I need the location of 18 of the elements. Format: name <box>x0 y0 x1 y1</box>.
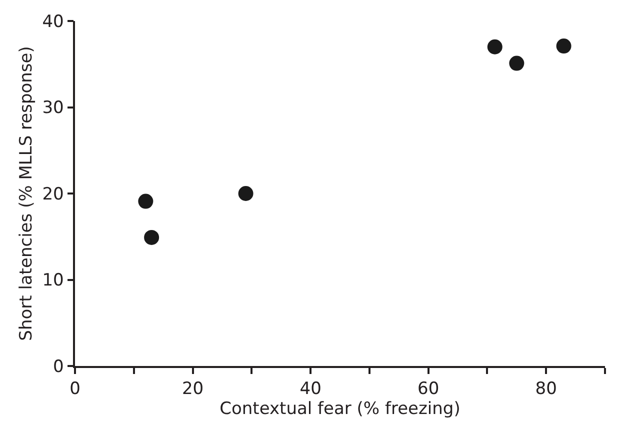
x-tick-label: 60 <box>418 379 440 400</box>
x-tick-label: 40 <box>300 379 322 400</box>
point <box>509 56 524 71</box>
y-tick-label: 30 <box>42 98 64 118</box>
y-tick-label: 10 <box>42 270 64 291</box>
point <box>556 38 572 54</box>
x-tick-label: 0 <box>70 379 80 400</box>
point <box>487 39 502 54</box>
y-axis-title: Short latencies (% MLLS response) <box>16 46 36 341</box>
x-tick-label: 80 <box>535 379 557 400</box>
y-tick-label: 20 <box>42 184 64 204</box>
y-tick-label: 40 <box>42 12 64 32</box>
point <box>238 186 254 201</box>
point <box>138 194 154 209</box>
y-tick-label: 0 <box>53 356 64 377</box>
x-tick-label: 20 <box>182 379 204 400</box>
point <box>144 230 160 245</box>
x-axis-title: Contextual fear (% freezing) <box>220 399 460 420</box>
